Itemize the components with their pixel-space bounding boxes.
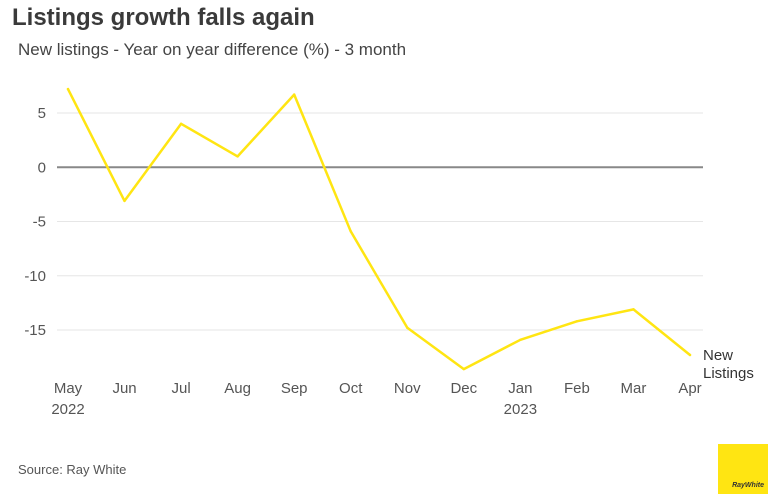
axis-labels: 5 0 -5 -10 -15 May Jun Jul Aug Sep Oct Nov Dec Jan Feb… (24, 105, 701, 418)
x-year-label: 2023 (504, 401, 537, 418)
x-tick-label: Feb (564, 380, 590, 397)
series-end-label: New Listings (703, 347, 754, 382)
x-tick-label: Dec (450, 380, 477, 397)
x-tick-label: Sep (281, 380, 308, 397)
x-tick-label: Oct (339, 380, 363, 397)
series-labels: New Listings (703, 347, 754, 382)
y-tick-label: 0 (38, 159, 46, 176)
line-chart: 5 0 -5 -10 -15 May Jun Jul Aug Sep Oct Nov Dec Jan Feb… (24, 87, 754, 418)
data-point (519, 338, 522, 341)
series-line-new-listings (66, 87, 692, 371)
logo-text: RayWhite (732, 482, 764, 489)
x-tick-label: Apr (678, 380, 701, 397)
x-tick-label: Nov (394, 380, 421, 397)
x-tick-label: Mar (621, 380, 647, 397)
data-point (236, 155, 239, 158)
x-tick-label: May (54, 380, 83, 397)
data-point (179, 122, 183, 126)
x-tick-label: Jan (508, 380, 532, 397)
y-tick-label: -10 (24, 268, 46, 285)
data-point (575, 320, 579, 323)
x-year-label: 2022 (51, 401, 84, 418)
y-tick-label: 5 (38, 105, 46, 122)
data-point (123, 199, 126, 203)
data-point (632, 308, 635, 311)
series-lines (66, 87, 692, 371)
data-point (688, 353, 692, 357)
y-tick-label: -5 (33, 214, 46, 231)
chart-subtitle: New listings - Year on year difference (… (18, 40, 407, 59)
data-point (406, 326, 409, 330)
series-end-label-line: Listings (703, 365, 754, 382)
series-end-label-line: New (703, 347, 733, 364)
y-tick-label: -15 (24, 322, 46, 339)
x-tick-label: Aug (224, 380, 251, 397)
data-point (292, 93, 296, 96)
grid-lines (57, 112, 703, 331)
x-tick-label: Jun (112, 380, 136, 397)
data-point (66, 87, 70, 91)
ray-white-logo: RayWhite (718, 444, 768, 494)
data-point (349, 230, 352, 233)
x-tick-label: Jul (171, 380, 190, 397)
data-point (462, 367, 466, 371)
source-note: Source: Ray White (18, 462, 127, 477)
chart-title: Listings growth falls again (12, 4, 315, 31)
